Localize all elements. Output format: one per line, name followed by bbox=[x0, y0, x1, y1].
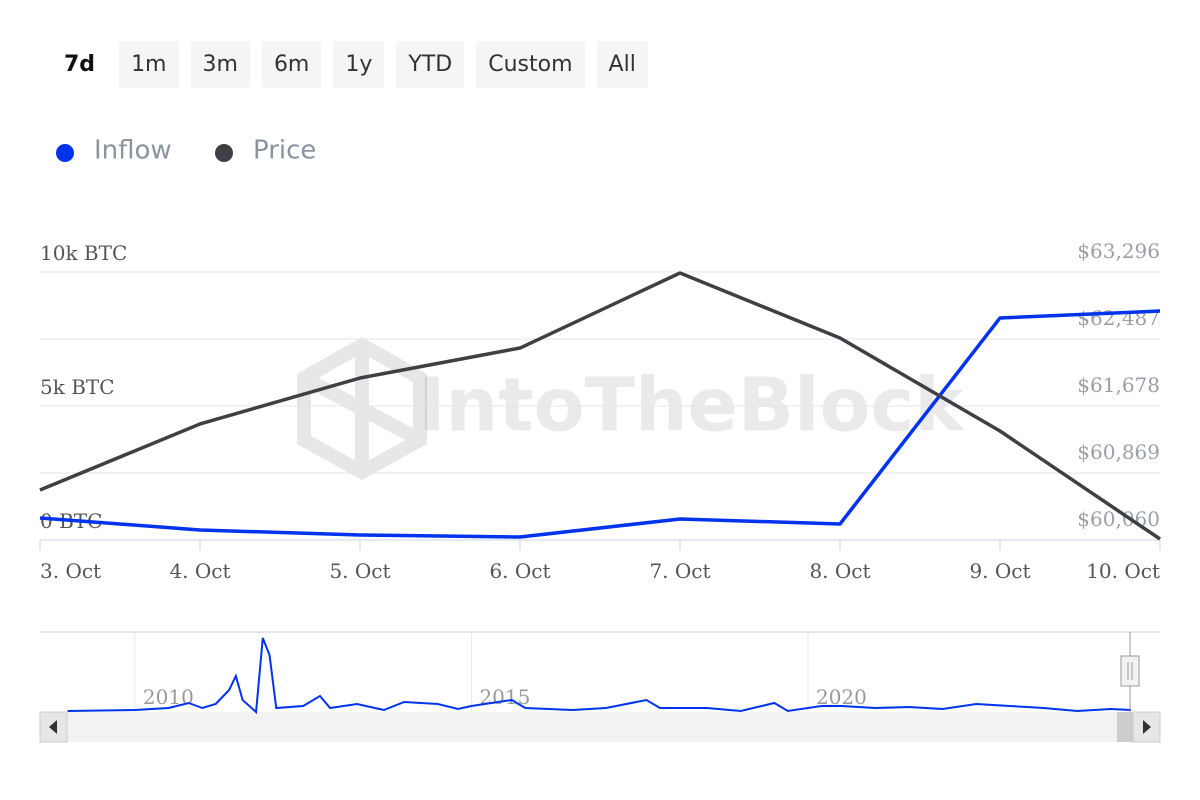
y2-tick-label: $62,487 bbox=[1077, 306, 1160, 330]
range-button[interactable]: 1m bbox=[119, 41, 179, 88]
scroll-right[interactable] bbox=[1132, 711, 1161, 743]
x-tick-label: 3. Oct bbox=[40, 559, 101, 583]
x-tick-label: 10. Oct bbox=[1086, 559, 1160, 583]
navigator-tick-label: 2010 bbox=[143, 685, 194, 709]
y-tick-label: 0 BTC bbox=[40, 509, 102, 533]
y2-tick-label: $60,869 bbox=[1077, 440, 1160, 464]
y2-tick-label: $60,060 bbox=[1077, 507, 1160, 531]
legend-label: Inflow bbox=[94, 136, 172, 166]
x-tick-label: 4. Oct bbox=[169, 559, 230, 583]
range-selector: 7d 1m 3m 6m 1y YTD Custom All bbox=[52, 41, 648, 88]
arrow bbox=[1143, 720, 1151, 734]
y2-tick-label: $61,678 bbox=[1077, 373, 1160, 397]
scroll-left[interactable] bbox=[39, 711, 68, 743]
scroll-thumb[interactable] bbox=[1117, 712, 1133, 742]
legend-marker bbox=[215, 144, 233, 162]
x-tick-label: 6. Oct bbox=[489, 559, 550, 583]
y2-tick-label: $63,296 bbox=[1077, 239, 1160, 263]
range-button[interactable]: 1y bbox=[333, 41, 385, 88]
watermark-logo bbox=[297, 336, 427, 480]
legend-label: Price bbox=[253, 136, 316, 166]
x-tick-label: 7. Oct bbox=[649, 559, 710, 583]
range-button[interactable]: YTD bbox=[396, 41, 465, 88]
y-tick-label: 5k BTC bbox=[40, 375, 115, 399]
range-button[interactable]: 7d bbox=[52, 41, 108, 88]
navigator-line bbox=[67, 637, 1132, 715]
series-line bbox=[39, 271, 1161, 541]
x-tick-label: 5. Oct bbox=[329, 559, 390, 583]
y-tick-label: 10k BTC bbox=[40, 241, 127, 265]
navigator-tick-label: 2015 bbox=[479, 685, 530, 709]
watermark: IntoTheBlock bbox=[418, 363, 965, 449]
arrow bbox=[49, 720, 57, 734]
range-button[interactable]: Custom bbox=[476, 41, 585, 88]
scrollbar-track[interactable] bbox=[40, 712, 1160, 742]
series-line bbox=[39, 309, 1161, 539]
x-tick-label: 8. Oct bbox=[809, 559, 870, 583]
navigator-handle[interactable] bbox=[1120, 655, 1140, 687]
navigator-tick-label: 2020 bbox=[816, 685, 867, 709]
x-tick-label: 9. Oct bbox=[969, 559, 1030, 583]
legend-marker bbox=[56, 144, 74, 162]
range-button[interactable]: 6m bbox=[261, 41, 322, 88]
range-button[interactable]: All bbox=[596, 41, 648, 88]
range-button[interactable]: 3m bbox=[190, 41, 250, 88]
